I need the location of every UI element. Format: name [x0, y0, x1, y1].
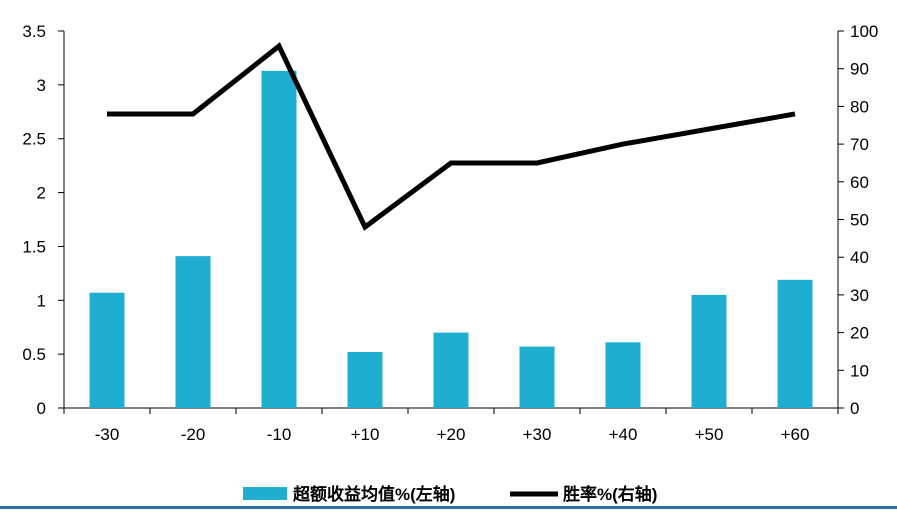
- left-tick-label: 2: [37, 184, 46, 203]
- right-tick-label: 20: [850, 324, 869, 343]
- right-tick-label: 10: [850, 361, 869, 380]
- right-tick-label: 60: [850, 173, 869, 192]
- bottom-rule: [0, 506, 897, 509]
- right-tick-label: 70: [850, 135, 869, 154]
- left-tick-label: 3.5: [22, 22, 46, 41]
- win-rate-line: [107, 46, 795, 227]
- x-tick-label: -30: [95, 425, 120, 444]
- x-tick-label: +40: [609, 425, 638, 444]
- bar: [606, 342, 641, 408]
- bar: [262, 71, 297, 408]
- right-tick-label: 30: [850, 286, 869, 305]
- bar: [348, 352, 383, 408]
- left-tick-label: 1.5: [22, 237, 46, 256]
- left-tick-label: 3: [37, 76, 46, 95]
- bar: [778, 280, 813, 408]
- legend-swatch-bar: [243, 487, 287, 500]
- x-tick-label: +20: [437, 425, 466, 444]
- bar: [90, 293, 125, 408]
- x-tick-label: -10: [267, 425, 292, 444]
- left-tick-label: 2.5: [22, 130, 46, 149]
- x-tick-label: +10: [351, 425, 380, 444]
- left-tick-label: 0.5: [22, 345, 46, 364]
- legend-label-bar: 超额收益均值%(左轴): [293, 484, 455, 504]
- left-tick-label: 0: [37, 399, 46, 418]
- x-tick-label: +60: [781, 425, 810, 444]
- right-tick-label: 90: [850, 60, 869, 79]
- right-tick-label: 80: [850, 97, 869, 116]
- bars-layer: [90, 71, 813, 408]
- right-tick-label: 50: [850, 211, 869, 230]
- left-tick-label: 1: [37, 291, 46, 310]
- legend: 超额收益均值%(左轴) 胜率%(右轴): [243, 484, 657, 504]
- line-layer: [107, 46, 795, 227]
- x-tick-label: -20: [181, 425, 206, 444]
- right-tick-label: 0: [850, 399, 859, 418]
- bar: [434, 333, 469, 408]
- legend-label-line: 胜率%(右轴): [563, 484, 657, 504]
- x-tick-label: +30: [523, 425, 552, 444]
- bar: [520, 347, 555, 408]
- right-tick-label: 40: [850, 248, 869, 267]
- x-tick-label: +50: [695, 425, 724, 444]
- bar: [176, 256, 211, 408]
- right-tick-label: 100: [850, 22, 878, 41]
- bar: [692, 295, 727, 408]
